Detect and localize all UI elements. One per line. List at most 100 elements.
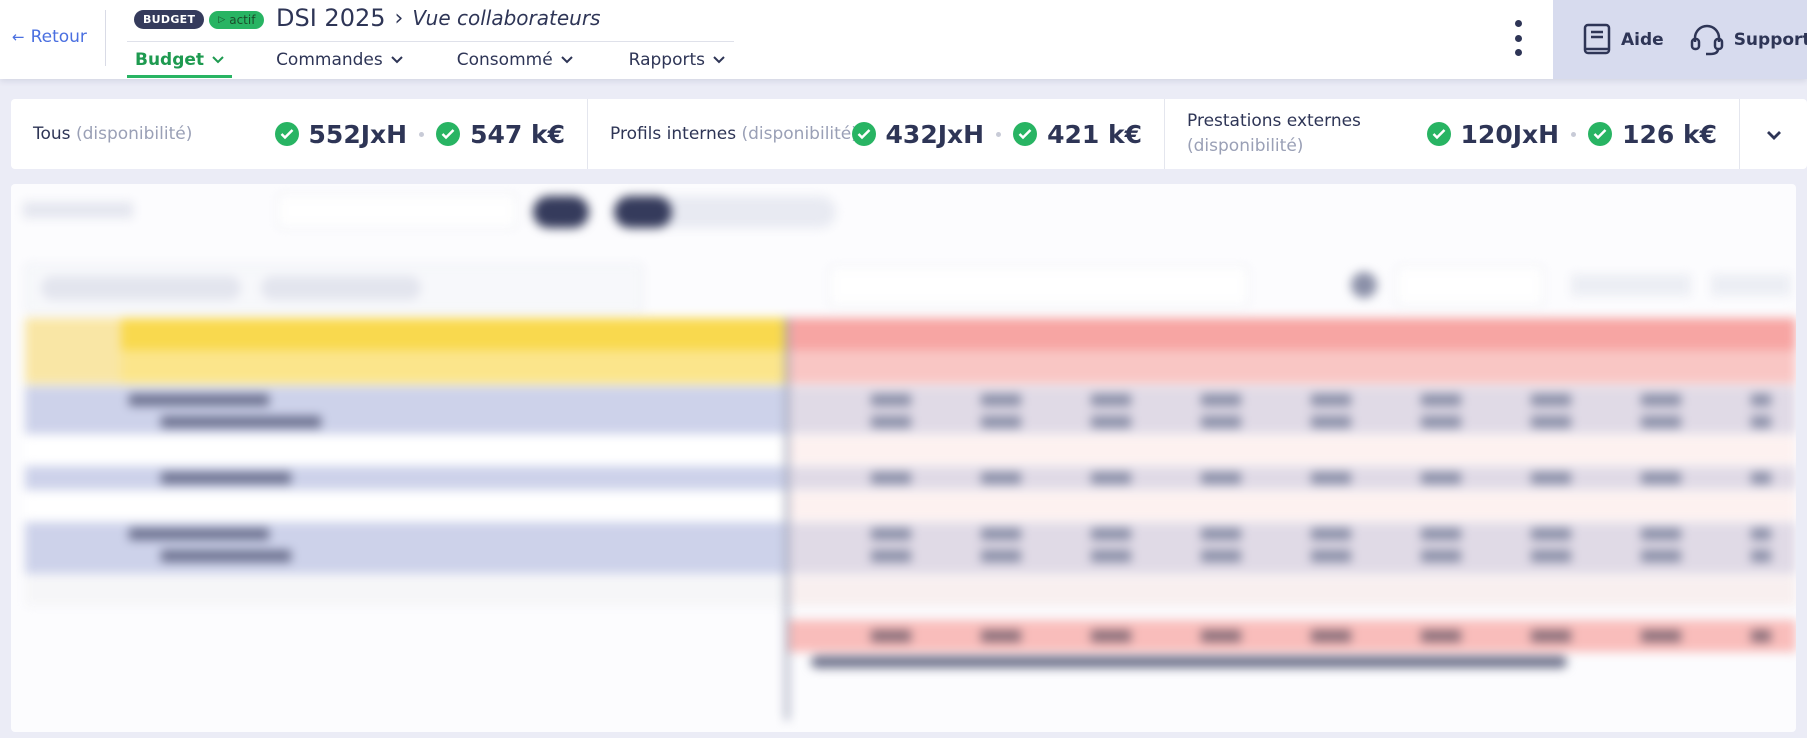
text-placeholder <box>871 550 1771 562</box>
tab-commandes[interactable]: Commandes <box>268 42 411 78</box>
frozen-divider <box>785 318 789 720</box>
back-label: Retour <box>30 27 87 47</box>
toolbar-placeholder <box>23 202 133 218</box>
card-title: Prestations externes <box>1187 111 1361 131</box>
filters-placeholder <box>1711 274 1791 296</box>
help-button[interactable]: Aide <box>1583 23 1664 57</box>
text-placeholder <box>129 528 269 540</box>
header-divider <box>105 10 106 66</box>
chevron-down-icon <box>391 53 403 68</box>
tab-rapports[interactable]: Rapports <box>621 42 733 78</box>
separator-dot <box>419 131 425 137</box>
card-title: Tous <box>33 123 71 144</box>
days-amount: 120JxH <box>1460 119 1560 149</box>
budget-header <box>785 318 1796 350</box>
qualification-subheader <box>121 350 785 384</box>
chevron-down-icon <box>1766 125 1782 144</box>
book-icon <box>1583 23 1611 57</box>
money-value: 126 k€ <box>1588 120 1717 149</box>
chevron-down-icon <box>560 53 573 68</box>
text-placeholder <box>871 394 1771 406</box>
text-placeholder <box>871 528 1771 540</box>
availability-summary: Tous (disponibilité) 552JxH 547 k€ Profi… <box>11 99 1807 169</box>
page-title: DSI 2025 <box>276 4 386 32</box>
check-circle-icon <box>274 122 299 146</box>
days-amount: 432JxH <box>885 119 985 149</box>
search-placeholder <box>829 266 1249 306</box>
card-values: 432JxH 421 k€ <box>851 99 1142 169</box>
tab-rapports-label: Rapports <box>628 50 706 70</box>
chip-placeholder <box>261 276 421 300</box>
budget-subheader <box>785 350 1796 384</box>
check-circle-icon <box>1588 122 1613 146</box>
text-placeholder <box>871 416 1771 428</box>
check-circle-icon <box>1013 122 1038 146</box>
top-bar: ← Retour BUDGET ▷ actif DSI 2025 › Vue c… <box>0 0 1807 79</box>
summary-card-label: Profils internes (disponibilité) <box>588 122 858 147</box>
row-placeholder <box>25 466 785 490</box>
row-placeholder <box>789 436 1796 464</box>
select-placeholder <box>277 194 517 228</box>
text-placeholder <box>871 472 1771 484</box>
breadcrumb: DSI 2025 › Vue collaborateurs <box>276 4 600 32</box>
chevron-right-icon: › <box>394 5 404 31</box>
support-label: Support <box>1733 29 1807 50</box>
help-label: Aide <box>1621 29 1664 50</box>
summary-card-tous: Tous (disponibilité) 552JxH 547 k€ <box>11 99 588 169</box>
tab-consomme[interactable]: Consommé <box>449 42 581 78</box>
segment-active-placeholder <box>614 196 672 228</box>
compare-placeholder <box>1571 274 1691 296</box>
row-placeholder <box>25 436 785 464</box>
text-placeholder <box>161 416 321 428</box>
chip-placeholder <box>41 276 241 300</box>
chevron-down-icon <box>713 53 725 68</box>
summary-card-label: Prestations externes (disponibilité) <box>1165 109 1405 159</box>
summary-card-internes: Profils internes (disponibilité) 432JxH … <box>588 99 1165 169</box>
row-placeholder <box>25 492 785 520</box>
row-placeholder <box>25 576 785 606</box>
row-placeholder <box>789 576 1796 606</box>
kebab-menu-icon[interactable] <box>1510 20 1526 56</box>
check-circle-icon <box>1426 122 1451 146</box>
check-circle-icon <box>851 122 876 146</box>
tab-commandes-label: Commandes <box>276 50 383 70</box>
text-placeholder <box>871 630 1771 642</box>
card-qualifier: (disponibilité) <box>75 123 193 144</box>
expand-summary-button[interactable] <box>1740 99 1807 169</box>
tab-budget[interactable]: Budget <box>127 42 233 78</box>
text-placeholder <box>161 550 291 562</box>
money-amount: 547 k€ <box>470 119 565 149</box>
row-placeholder <box>789 492 1796 520</box>
days-value: 120JxH <box>1426 119 1560 149</box>
days-amount: 552JxH <box>308 119 408 149</box>
card-values: 552JxH 547 k€ <box>274 99 565 169</box>
days-value: 552JxH <box>274 119 408 149</box>
money-value: 547 k€ <box>436 120 565 149</box>
text-placeholder <box>129 394 269 406</box>
headset-icon <box>1690 24 1724 56</box>
support-button[interactable]: Support <box>1690 24 1807 56</box>
money-amount: 126 k€ <box>1622 119 1717 149</box>
chevron-down-icon <box>212 53 224 68</box>
text-placeholder <box>161 472 291 484</box>
blurred-content <box>11 184 1796 732</box>
back-link[interactable]: ← Retour <box>12 27 87 47</box>
type-badge: BUDGET <box>134 10 205 29</box>
money-value: 421 k€ <box>1013 120 1142 149</box>
days-value: 432JxH <box>851 119 985 149</box>
status-badge-label: actif <box>229 12 256 27</box>
separator-dot <box>1571 131 1577 137</box>
tab-consomme-label: Consommé <box>456 50 553 70</box>
card-qualifier: (disponibilité) <box>741 123 858 144</box>
badge-group: BUDGET ▷ actif <box>134 10 265 29</box>
budget-grid-panel <box>11 184 1796 732</box>
summary-card-label: Tous (disponibilité) <box>11 122 192 147</box>
qualification-header <box>121 318 785 350</box>
scrollbar-placeholder <box>811 656 1567 668</box>
help-area: Aide Support <box>1553 0 1807 79</box>
icon-placeholder <box>1351 272 1377 298</box>
main-tabs: Budget Commandes Consommé Rapports <box>127 42 733 78</box>
page-subtitle: Vue collaborateurs <box>412 6 601 30</box>
card-qualifier: (disponibilité) <box>1187 136 1304 156</box>
card-values: 120JxH 126 k€ <box>1426 99 1717 169</box>
